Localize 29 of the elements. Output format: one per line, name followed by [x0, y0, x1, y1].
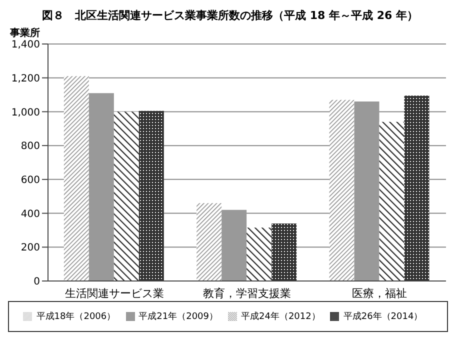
bar — [222, 210, 247, 281]
y-tick-label: 800 — [20, 141, 40, 152]
y-tick-label: 200 — [20, 242, 40, 254]
bar — [379, 122, 404, 281]
y-tick-label: 400 — [20, 208, 40, 220]
bar — [354, 102, 380, 281]
bar — [404, 96, 430, 281]
y-tick-label: 1,200 — [11, 73, 40, 84]
bar — [88, 93, 114, 281]
bar — [64, 76, 89, 281]
x-tick-label: 生活関連サービス業 — [64, 286, 164, 300]
y-tick-label: 600 — [20, 174, 40, 186]
y-tick-label: 1,000 — [11, 107, 40, 118]
y-tick-label: 1,400 — [11, 40, 40, 51]
y-tick-label: 0 — [34, 276, 40, 288]
bar — [138, 110, 164, 281]
chart-title: 図８ 北区生活関連サービス業事業所数の推移（平成 18 年～平成 26 年） — [41, 8, 419, 24]
y-axis-title: 事業所 — [10, 26, 41, 39]
bar — [196, 203, 222, 281]
bar — [272, 223, 297, 281]
legend-label: 平成26年（2014） — [343, 312, 423, 322]
legend-label: 平成24年（2012） — [241, 312, 320, 322]
legend-label: 平成18年（2006） — [36, 312, 116, 322]
legend-label: 平成21年（2009） — [138, 312, 218, 322]
x-tick-label: 教育，学習支援業 — [203, 286, 291, 300]
bar — [329, 100, 354, 281]
x-tick-label: 医療，福祉 — [352, 286, 408, 300]
bar — [114, 112, 139, 281]
bar — [246, 228, 272, 281]
